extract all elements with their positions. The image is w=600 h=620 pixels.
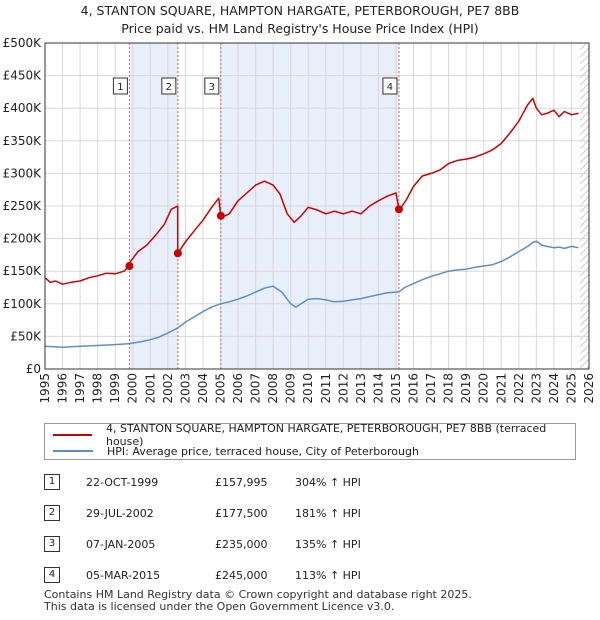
x-tick-label: 2013 [354,373,368,404]
sale-point [173,249,182,258]
y-tick-label: £400K [3,101,43,115]
x-tick-label: 1998 [91,373,105,404]
legend-item-hpi: HPI: Average price, terraced house, City… [53,443,419,459]
legend: 4, STANTON SQUARE, HAMPTON HARGATE, PETE… [44,422,576,460]
y-tick-label: £300K [3,166,43,180]
sale-price: £235,000 [215,538,268,551]
x-tick-label: 2007 [249,373,263,404]
x-tick-label: 2012 [336,373,350,404]
sale-point [125,261,134,270]
hpi-line [44,240,579,348]
x-tick-label: 2025 [564,373,578,404]
x-tick-label: 2011 [319,373,333,404]
x-tick-label: 2021 [494,373,508,404]
sale-number: 4 [44,567,60,583]
sale-point [394,205,403,214]
sale-number-boxes: 1 2 3 4 [112,77,398,95]
x-tick-label: 2018 [442,373,456,404]
sale-points [125,205,403,270]
sale-box-label: 2 [166,82,172,93]
y-tick-label: £100K [3,297,43,311]
footer-copyright: Contains HM Land Registry data © Crown c… [44,588,472,601]
legend-label-hpi: HPI: Average price, terraced house, City… [107,444,419,458]
x-tick-label: 2026 [582,373,596,404]
sale-date: 29-JUL-2002 [86,507,154,520]
x-tick-label: 2009 [284,373,298,404]
x-tick-label: 2008 [266,373,280,404]
y-tick-label: £350K [3,134,43,148]
sale-box-label: 4 [387,82,393,93]
y-tick-label: £50K [10,329,42,343]
x-tick-label: 1999 [108,373,122,404]
footer-license: This data is licensed under the Open Gov… [44,600,395,613]
gridlines [44,42,590,370]
sale-point [216,211,225,220]
sale-number: 2 [44,505,60,521]
sale-date: 22-OCT-1999 [86,476,159,489]
footer: Contains HM Land Registry data © Crown c… [44,589,472,613]
x-tick-label: 1996 [56,373,70,404]
sale-hpi-change: 304% ↑ HPI [295,476,361,489]
sale-row: 4 05-MAR-2015 £245,000 113% ↑ HPI [44,567,404,587]
property-price-line [44,97,579,285]
x-axis: 1995 1996 1997 1998 1999 2000 2001 2002 2003 2004… [38,373,596,404]
sale-box-label: 3 [209,82,215,93]
sale-price: £157,995 [215,476,268,489]
x-tick-label: 2000 [126,373,140,404]
x-tick-label: 2004 [196,373,210,404]
y-tick-label: £250K [3,199,43,213]
sale-number: 1 [44,474,60,490]
x-tick-label: 2022 [512,373,526,404]
x-tick-label: 2003 [178,373,192,404]
sale-number: 3 [44,536,60,552]
chart-title-line2: Price paid vs. HM Land Registry's House … [121,21,479,36]
x-tick-label: 2024 [547,373,561,404]
chart-title: 4, STANTON SQUARE, HAMPTON HARGATE, PETE… [0,2,600,38]
sale-date: 07-JAN-2005 [86,538,156,551]
x-tick-label: 2006 [231,373,245,404]
x-tick-label: 2019 [459,373,473,404]
x-tick-label: 2002 [161,373,175,404]
chart-title-line1: 4, STANTON SQUARE, HAMPTON HARGATE, PETE… [80,3,520,18]
sale-hpi-change: 181% ↑ HPI [295,507,361,520]
legend-swatch-hpi [53,450,93,452]
sale-box [112,77,128,95]
x-tick-label: 2014 [371,373,385,404]
sale-price: £245,000 [215,569,268,582]
y-axis: £0 £50K £100K £150K £200K £250K £300K £350K £400… [3,36,43,376]
sale-row: 2 29-JUL-2002 £177,500 181% ↑ HPI [44,505,404,525]
sale-hpi-change: 113% ↑ HPI [295,569,361,582]
price-chart: £0 £50K £100K £150K £200K £250K £300K £350K £400… [3,36,596,404]
y-tick-label: £0 [26,362,41,376]
y-tick-label: £450K [3,69,43,83]
sale-box [161,77,177,95]
x-tick-label: 2016 [407,373,421,404]
x-tick-label: 2020 [477,373,491,404]
sale-price: £177,500 [215,507,268,520]
sale-box-label: 1 [117,82,123,93]
x-tick-label: 2017 [424,373,438,404]
sale-row: 1 22-OCT-1999 £157,995 304% ↑ HPI [44,474,404,494]
legend-swatch-property [53,434,92,436]
sale-hpi-change: 135% ↑ HPI [295,538,361,551]
plot-area [44,42,590,370]
sale-box [204,77,220,95]
x-tick-label: 2023 [529,373,543,404]
x-tick-label: 2010 [301,373,315,404]
sale-box [382,77,398,95]
series [44,97,579,348]
sale-row: 3 07-JAN-2005 £235,000 135% ↑ HPI [44,536,404,556]
x-tick-label: 2015 [389,373,403,404]
x-tick-label: 1995 [38,373,52,404]
x-tick-label: 2001 [143,373,157,404]
sale-date: 05-MAR-2015 [86,569,161,582]
y-tick-label: £200K [3,232,43,246]
y-tick-label: £500K [3,36,43,50]
x-tick-label: 1997 [73,373,87,404]
legend-item-property: 4, STANTON SQUARE, HAMPTON HARGATE, PETE… [53,422,575,448]
x-tick-label: 2005 [213,373,227,404]
legend-label-property: 4, STANTON SQUARE, HAMPTON HARGATE, PETE… [105,422,547,448]
y-tick-label: £150K [3,264,43,278]
